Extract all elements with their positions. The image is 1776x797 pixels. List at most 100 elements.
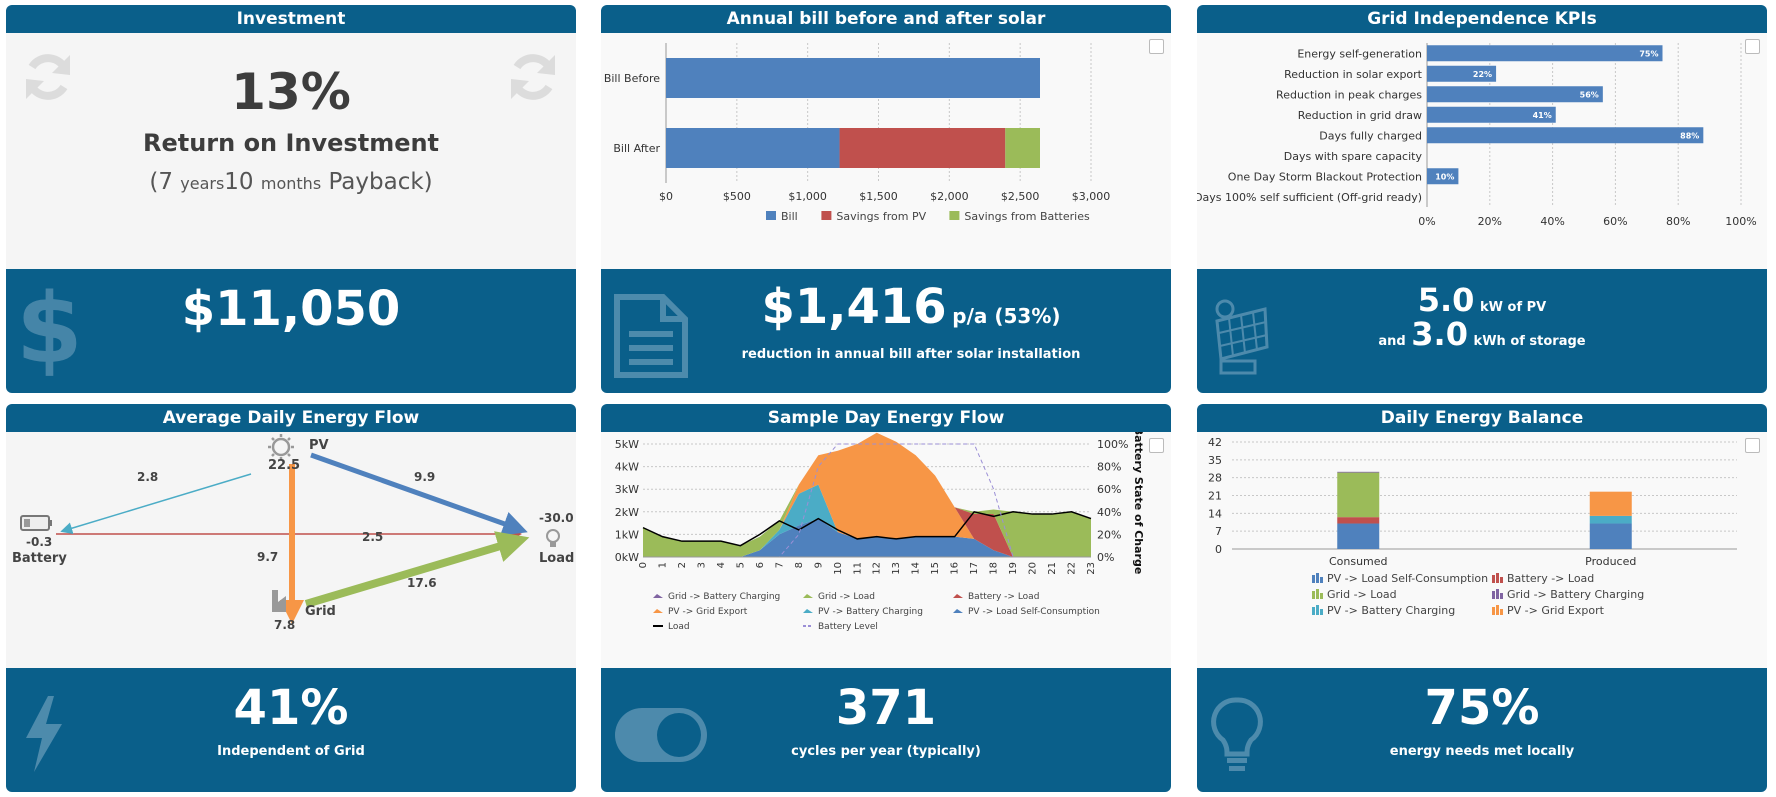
bar-segment [839, 128, 1006, 168]
legend-label: Battery Level [818, 622, 878, 632]
flow-value-pv-load: 9.9 [414, 470, 435, 484]
kpi-bar [1427, 86, 1603, 103]
data-label: 22% [1473, 70, 1492, 79]
solar-panel-icon [1215, 299, 1269, 375]
legend-label: Savings from Batteries [964, 210, 1090, 223]
storage-kwh: 3.0 [1411, 315, 1468, 353]
flow-arrow-pv-load [310, 452, 528, 536]
flow-value-pv-grid: 9.7 [257, 550, 278, 564]
legend-swatch [953, 594, 963, 598]
x-tick-label: 7 [774, 562, 785, 568]
kpi-bar [1427, 65, 1497, 82]
y2-tick-label: 80% [1097, 461, 1121, 474]
download-icon[interactable] [1745, 438, 1760, 453]
area-series [643, 432, 1091, 557]
x-tick-label: 4 [716, 562, 727, 568]
investment-footer: $ $11,050 [6, 269, 576, 393]
legend-swatch [821, 211, 832, 220]
y2-tick-label: 100% [1097, 438, 1128, 451]
x-tick-label: 6 [755, 562, 766, 568]
y-category-label: Reduction in peak charges [1276, 88, 1422, 101]
payback-months-num: 10 [224, 169, 254, 195]
y-category-label: Bill Before [604, 72, 660, 85]
roi-value: 13% [231, 63, 351, 121]
y2-tick-label: 0% [1097, 551, 1114, 564]
x-tick-label: 1 [657, 562, 668, 568]
lightbulb-icon [546, 529, 560, 547]
independent-value: 41% [233, 680, 349, 736]
x-tick-label: 9 [813, 562, 824, 568]
pv-sun-icon [268, 434, 294, 460]
download-icon[interactable] [1149, 438, 1164, 453]
y-category-label: Energy self-generation [1297, 47, 1422, 60]
y-category-label: Days fully charged [1319, 129, 1422, 142]
x-tick-label: $0 [659, 190, 673, 203]
legend-label: PV -> Grid Export [1507, 604, 1605, 617]
y-tick-label: 2kW [615, 506, 639, 519]
bar-segment [666, 58, 1040, 98]
cycles-value: 371 [835, 680, 937, 736]
legend-swatch [1492, 591, 1495, 599]
x-tick-label: $1,500 [859, 190, 898, 203]
annual-bill-title: Annual bill before and after solar [601, 5, 1171, 33]
line-series [642, 510, 1092, 547]
investment-title: Investment [6, 5, 576, 33]
y-category-label: Reduction in solar export [1284, 68, 1423, 81]
download-icon[interactable] [1745, 39, 1760, 54]
legend-label: Grid -> Load [818, 592, 875, 602]
x-tick-label: 15 [930, 562, 941, 575]
data-label: 41% [1533, 111, 1552, 120]
pv-size-line: 5.0 kW of PV [1197, 281, 1767, 319]
legend-swatch [1320, 577, 1323, 583]
x-tick-label: 16 [950, 562, 961, 575]
y-category-label: Reduction in grid draw [1298, 109, 1422, 122]
sample-day-title: Sample Day Energy Flow [601, 404, 1171, 432]
data-label: 88% [1680, 131, 1699, 140]
kpi-chart: 0% 20% 40% 60% 80% 100% Energy self-generation… [1197, 43, 1757, 228]
x-tick-label: 17 [969, 562, 980, 575]
avg-flow-title: Average Daily Energy Flow [6, 404, 576, 432]
flow-diagram: PV 22.5 -0.3 Battery -30.0 Load Grid 7.8… [12, 434, 574, 632]
y-tick-label: 7 [1215, 525, 1222, 538]
legend-swatch [1496, 573, 1499, 583]
x-tick-label: 12 [872, 562, 883, 575]
x-tick-label: 60% [1603, 215, 1627, 228]
legend-swatch [1500, 609, 1503, 615]
daily-balance-title: Daily Energy Balance [1197, 404, 1767, 432]
y-tick-label: 35 [1208, 454, 1222, 467]
y-tick-label: 28 [1208, 472, 1222, 485]
annual-bill-footer: $1,416 p/a (53%) reduction in annual bil… [601, 269, 1171, 393]
legend-label: PV -> Load Self-Consumption [1327, 572, 1488, 585]
data-label: 10% [1435, 172, 1454, 181]
payback-close: Payback) [328, 169, 433, 195]
legend-swatch [1492, 575, 1495, 583]
legend-swatch [653, 609, 663, 613]
investment-body: 13% Return on Investment (7 years10 mont… [6, 33, 576, 269]
data-label: 75% [1639, 49, 1658, 58]
load-label: Load [539, 551, 574, 566]
storage-size-line: and 3.0 kWh of storage [1197, 315, 1767, 353]
daily-balance-chart: 0 7 14 21 28 35 42 Consumed Produced PV -> Load S… [1208, 436, 1737, 617]
area-series [643, 432, 1091, 557]
y-tick-label: 5kW [615, 438, 639, 451]
x-tick-label: 11 [852, 562, 863, 575]
bar-segment [1005, 128, 1040, 168]
met-value: 75% [1424, 680, 1540, 736]
sample-day-chart: 0kW 1kW 2kW 3kW 4kW 5kW 0% 20% 40% 60% 80% 100% Batt… [615, 432, 1145, 632]
legend-label: Load [668, 622, 690, 632]
and-label: and [1378, 334, 1406, 349]
y-category-label: One Day Storm Blackout Protection [1228, 170, 1422, 183]
legend-label: PV -> Load Self-Consumption [968, 607, 1100, 617]
download-icon[interactable] [1149, 39, 1164, 54]
legend-swatch [653, 594, 663, 598]
lightbulb-icon [1211, 697, 1263, 771]
x-tick-label: 10 [833, 562, 844, 575]
sample-day-panel: Sample Day Energy Flow 0kW 1kW 2kW 3kW 4kW 5k… [601, 404, 1171, 792]
y-category-label: Days 100% self sufficient (Off-grid read… [1197, 191, 1422, 204]
bar-segment [1337, 472, 1380, 518]
bar-segment [1589, 523, 1632, 549]
y2-tick-label: 60% [1097, 483, 1121, 496]
kpi-bar [1427, 106, 1556, 123]
legend-swatch [1312, 607, 1315, 615]
pv-value: 22.5 [268, 458, 300, 473]
